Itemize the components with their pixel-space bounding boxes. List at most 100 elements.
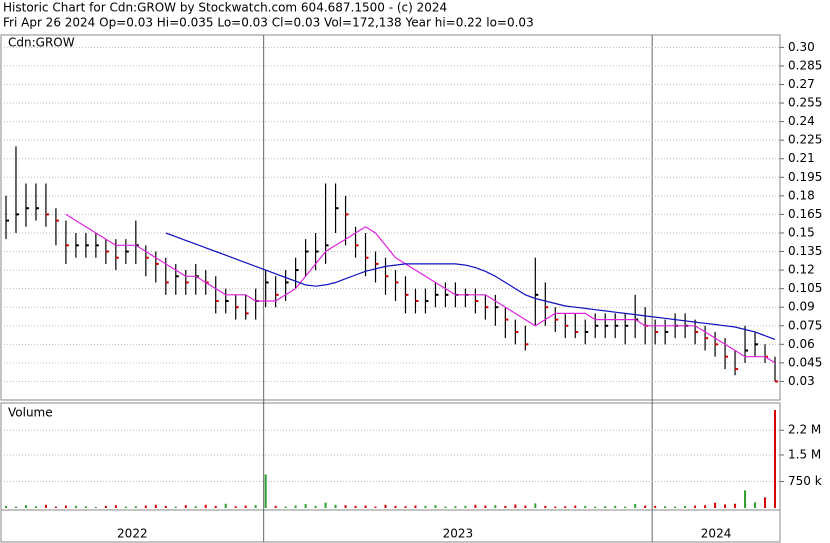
volume-bar — [114, 505, 117, 508]
volume-bar — [504, 505, 507, 508]
chart-title: Historic Chart for Cdn:GROW by Stockwatc… — [3, 1, 447, 15]
volume-bar — [104, 505, 107, 508]
moving-average — [165, 232, 776, 340]
volume-bar — [694, 505, 697, 508]
volume-bar — [604, 506, 607, 508]
volume-bar — [554, 506, 557, 508]
volume-bar — [474, 504, 477, 508]
volume-bar — [124, 506, 127, 508]
volume-bar — [214, 505, 217, 508]
chart-subtitle: Fri Apr 26 2024 Op=0.03 Hi=0.035 Lo=0.03… — [3, 16, 534, 30]
volume-bar — [574, 505, 577, 508]
volume-bar — [594, 506, 597, 508]
volume-bar — [274, 505, 277, 508]
volume-title: Volume — [8, 406, 53, 420]
y-tick-label: 0.195 — [788, 170, 822, 184]
y-tick-label: 0.255 — [788, 96, 822, 110]
volume-bar — [44, 504, 47, 508]
volume-bar — [644, 505, 647, 508]
volume-bar — [184, 505, 187, 508]
volume-bar — [714, 502, 717, 508]
volume-bar — [544, 505, 547, 508]
x-tick-label: 2024 — [701, 527, 732, 541]
volume-bar — [284, 506, 287, 508]
volume-bar — [204, 504, 207, 508]
volume-bar — [384, 504, 387, 508]
price-panel — [0, 34, 781, 401]
volume-bar — [394, 505, 397, 508]
volume-bar — [244, 505, 247, 508]
volume-bar — [514, 504, 517, 508]
y-tick-label: 0.21 — [788, 151, 815, 165]
volume-bar — [174, 506, 177, 508]
volume-bar — [744, 490, 747, 508]
y-tick-label: 0.105 — [788, 281, 822, 295]
volume-bar — [614, 505, 617, 508]
volume-bar — [584, 505, 587, 508]
volume-bar — [294, 505, 297, 508]
y-tick-label: 0.075 — [788, 318, 822, 332]
volume-bar — [24, 505, 27, 508]
volume-bar — [664, 506, 667, 508]
y-tick-label: 0.03 — [788, 374, 815, 388]
volume-bar — [524, 505, 527, 508]
volume-bar — [464, 505, 467, 508]
y-tick-label: 0.27 — [788, 77, 815, 91]
volume-bar — [154, 504, 157, 508]
symbol-label: Cdn:GROW — [8, 36, 75, 50]
time-axis — [0, 509, 781, 543]
volume-bar — [624, 506, 627, 508]
y-tick-label: 0.15 — [788, 225, 815, 239]
y-tick-label: 0.135 — [788, 244, 822, 258]
y-tick-label: 750 k — [788, 474, 822, 488]
y-tick-label: 0.12 — [788, 263, 815, 277]
volume-bar — [84, 506, 87, 508]
volume-bar — [414, 505, 417, 508]
volume-bar — [234, 506, 237, 508]
volume-bar — [344, 505, 347, 508]
volume-bar — [304, 504, 307, 508]
volume-bar — [724, 504, 727, 508]
x-tick-label: 2022 — [117, 527, 148, 541]
volume-bar — [264, 474, 267, 508]
volume-bar — [194, 506, 197, 508]
volume-bar — [654, 505, 657, 508]
volume-bar — [774, 410, 777, 508]
volume-bar — [754, 502, 757, 508]
volume-bar — [14, 506, 17, 508]
volume-bar — [64, 505, 67, 508]
y-tick-label: 0.06 — [788, 337, 815, 351]
y-tick-label: 0.24 — [788, 114, 815, 128]
volume-bar — [54, 506, 57, 508]
volume-bar — [734, 503, 737, 508]
volume-bar — [634, 504, 637, 508]
volume-bar — [364, 505, 367, 508]
moving-average — [65, 213, 776, 364]
y-tick-label: 0.09 — [788, 300, 815, 314]
volume-bar — [334, 504, 337, 508]
volume-bar — [134, 506, 137, 508]
y-tick-label: 0.225 — [788, 133, 822, 147]
volume-bar — [534, 503, 537, 508]
x-tick-label: 2023 — [443, 527, 474, 541]
volume-bar — [684, 505, 687, 508]
y-tick-label: 0.285 — [788, 58, 822, 72]
volume-bar — [484, 505, 487, 508]
volume-bar — [374, 506, 377, 508]
y-tick-label: 2.2 M — [788, 423, 821, 437]
volume-bar — [564, 506, 567, 508]
volume-bar — [404, 506, 407, 508]
volume-bar — [764, 497, 767, 508]
volume-bar — [164, 505, 167, 508]
volume-bar — [94, 506, 97, 508]
volume-bar — [224, 503, 227, 508]
volume-bar — [74, 505, 77, 508]
y-tick-label: 0.045 — [788, 355, 822, 369]
volume-bar — [254, 505, 257, 508]
volume-bar — [494, 505, 497, 508]
volume-bar — [354, 505, 357, 508]
volume-bar — [4, 505, 7, 508]
volume-bar — [314, 505, 317, 508]
